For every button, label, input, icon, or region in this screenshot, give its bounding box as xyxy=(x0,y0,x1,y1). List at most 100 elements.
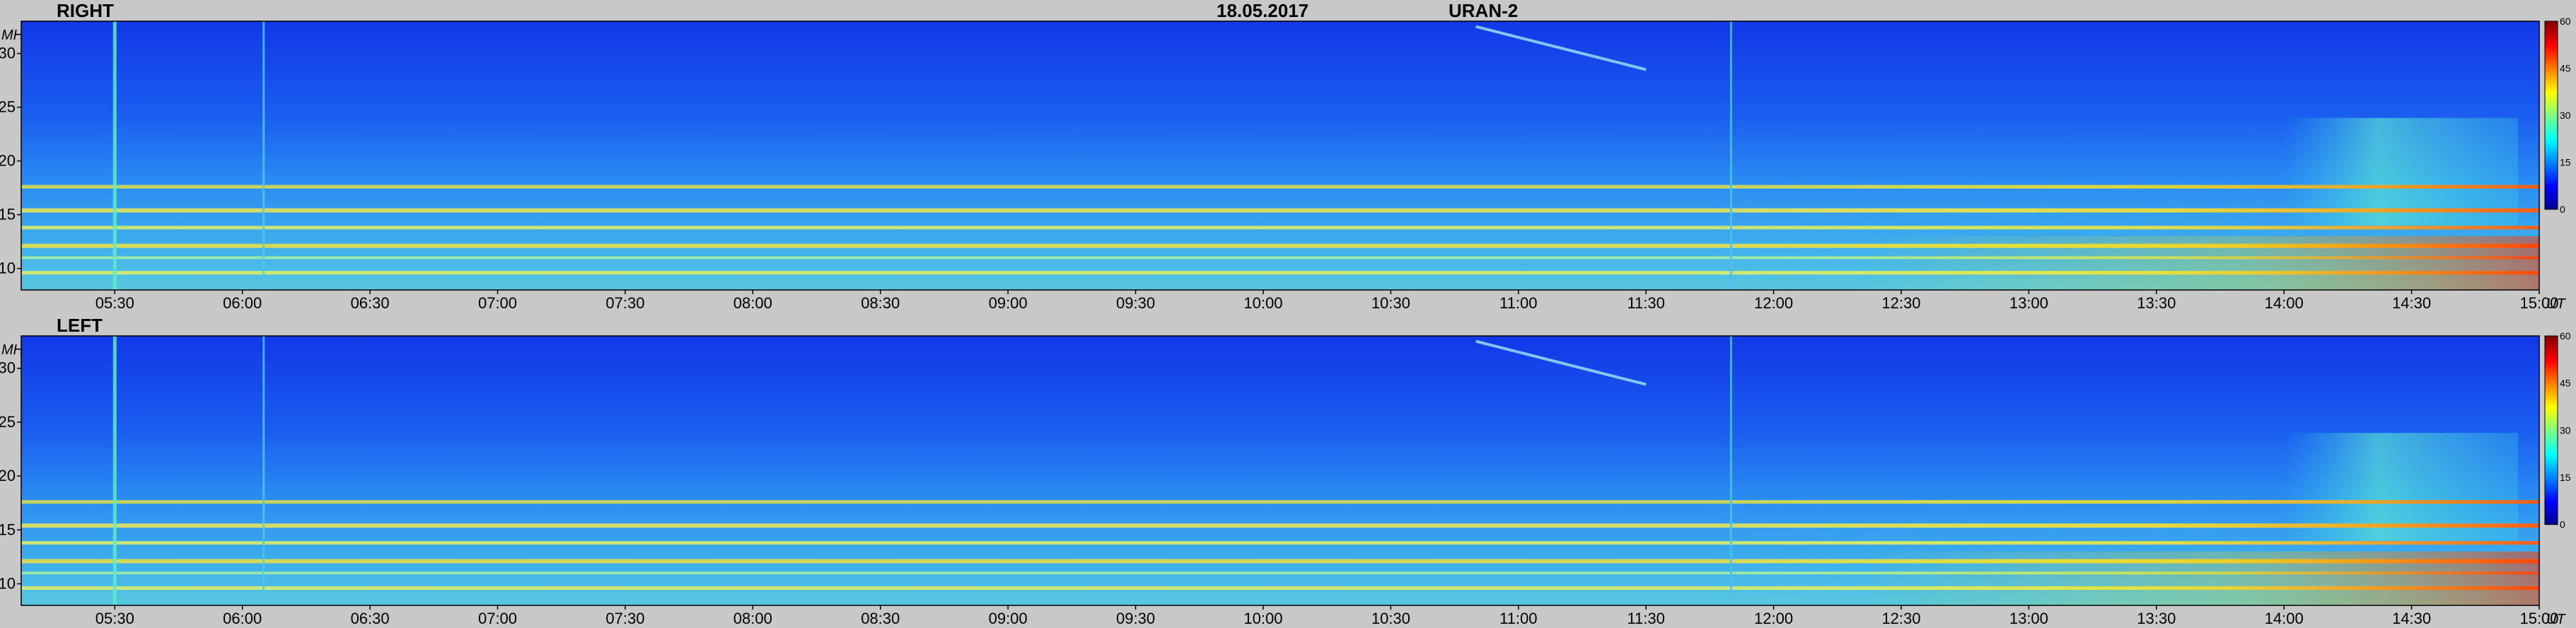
x-tick-label: 06:30 xyxy=(351,610,390,627)
rfi-band xyxy=(21,226,2539,230)
colorbar-tick-label: 0 xyxy=(2560,519,2565,530)
x-tick-label: 11:00 xyxy=(1499,294,1537,312)
drift-feature xyxy=(1475,339,1647,386)
x-tick-label: 07:30 xyxy=(605,610,644,627)
panel-label: LEFT xyxy=(57,315,103,336)
date-label: 18.05.2017 xyxy=(1217,0,1309,21)
x-tick-label: 11:30 xyxy=(1627,610,1664,627)
x-tick-label: 07:00 xyxy=(478,294,517,312)
x-tick-label: 07:00 xyxy=(478,610,517,627)
x-tick-label: 08:30 xyxy=(861,610,900,627)
x-tick-label: 10:30 xyxy=(1371,294,1410,312)
rfi-band-intense xyxy=(1719,541,2539,545)
x-tick-label: 13:00 xyxy=(2009,610,2048,627)
x-tick-label: 09:00 xyxy=(989,294,1028,312)
warm-lowband-region xyxy=(1860,236,2539,290)
vertical-burst xyxy=(112,21,117,290)
x-tick-label: 13:00 xyxy=(2009,294,2048,312)
x-tick-label: 10:00 xyxy=(1243,610,1282,627)
vertical-burst xyxy=(1729,21,1732,290)
y-tick-label: 15 xyxy=(0,206,16,223)
y-tick-label: 20 xyxy=(0,467,16,484)
x-tick-label: 10:00 xyxy=(1243,294,1282,312)
x-tick-label: 10:30 xyxy=(1371,610,1410,627)
colorbar xyxy=(2544,21,2558,210)
y-tick-label: 15 xyxy=(0,521,16,538)
x-tick-label: 09:00 xyxy=(989,610,1028,627)
plot-frame xyxy=(21,335,2540,606)
rfi-band xyxy=(21,243,2539,248)
rfi-band xyxy=(21,586,2539,591)
x-tick-label: 08:00 xyxy=(733,294,772,312)
x-tick-label: 12:30 xyxy=(1881,610,1920,627)
vertical-burst xyxy=(112,336,117,605)
x-tick-label: 13:30 xyxy=(2137,294,2176,312)
x-tick-label: 09:30 xyxy=(1116,294,1155,312)
vertical-burst xyxy=(1729,336,1732,605)
rfi-band xyxy=(21,185,2539,189)
panel-label: RIGHT xyxy=(57,0,114,21)
x-tick-label: 11:00 xyxy=(1499,610,1537,627)
rfi-band xyxy=(21,523,2539,528)
x-tick-label: 05:30 xyxy=(95,610,134,627)
emission-region xyxy=(2285,433,2518,541)
colorbar-tick-label: 60 xyxy=(2560,330,2571,342)
rfi-band xyxy=(21,208,2539,213)
rfi-band-intense xyxy=(1719,523,2539,528)
colorbar-tick-label: 15 xyxy=(2560,157,2571,168)
colorbar-tick-label: 30 xyxy=(2560,424,2571,436)
x-tick-label: 14:30 xyxy=(2392,610,2431,627)
plot-frame xyxy=(21,21,2540,291)
x-tick-label: 12:00 xyxy=(1754,294,1793,312)
y-tick-label: 25 xyxy=(0,413,16,431)
rfi-band xyxy=(21,541,2539,545)
x-tick-label: 11:30 xyxy=(1627,294,1664,312)
x-tick-label: 12:30 xyxy=(1881,294,1920,312)
rfi-band-intense xyxy=(1719,226,2539,230)
colorbar-tick-label: 60 xyxy=(2560,16,2571,27)
x-tick-label: 14:00 xyxy=(2265,610,2304,627)
vertical-burst xyxy=(262,21,265,290)
colorbar-tick-label: 15 xyxy=(2560,472,2571,483)
y-tick-label: 20 xyxy=(0,152,16,170)
rfi-band xyxy=(21,256,2539,260)
rfi-band xyxy=(21,271,2539,275)
x-tick-label: 06:30 xyxy=(351,294,390,312)
emission-region xyxy=(2285,117,2518,226)
x-tick-label: 15:00 xyxy=(2519,294,2558,312)
x-tick-label: 08:00 xyxy=(733,610,772,627)
x-unit-label: UT xyxy=(2546,296,2566,312)
colorbar-tick-label: 30 xyxy=(2560,110,2571,121)
x-tick-label: 15:00 xyxy=(2519,610,2558,627)
colorbar xyxy=(2544,335,2558,525)
drift-feature xyxy=(1475,25,1647,71)
instrument-label: URAN-2 xyxy=(1449,0,1518,21)
x-tick-label: 14:30 xyxy=(2392,294,2431,312)
colorbar-tick-label: 45 xyxy=(2560,63,2571,74)
x-tick-label: 06:00 xyxy=(223,610,262,627)
rfi-band xyxy=(21,559,2539,564)
x-tick-label: 09:30 xyxy=(1116,610,1155,627)
y-tick-label: 10 xyxy=(0,575,16,593)
x-unit-label: UT xyxy=(2546,612,2566,627)
x-tick-label: 08:30 xyxy=(861,294,900,312)
x-tick-label: 06:00 xyxy=(223,294,262,312)
rfi-band-intense xyxy=(1719,208,2539,213)
x-tick-label: 05:30 xyxy=(95,294,134,312)
rfi-band xyxy=(21,571,2539,575)
rfi-band-intense xyxy=(1719,185,2539,189)
y-tick-label: 25 xyxy=(0,98,16,116)
x-tick-label: 07:30 xyxy=(605,294,644,312)
colorbar-tick-label: 0 xyxy=(2560,204,2565,215)
colorbar-tick-label: 45 xyxy=(2560,378,2571,389)
y-tick-label: 30 xyxy=(0,359,16,377)
y-tick-label: 10 xyxy=(0,260,16,277)
rfi-band xyxy=(21,500,2539,504)
vertical-burst xyxy=(262,336,265,605)
warm-lowband-region xyxy=(1860,551,2539,605)
y-tick-label: 30 xyxy=(0,45,16,62)
x-tick-label: 14:00 xyxy=(2265,294,2304,312)
